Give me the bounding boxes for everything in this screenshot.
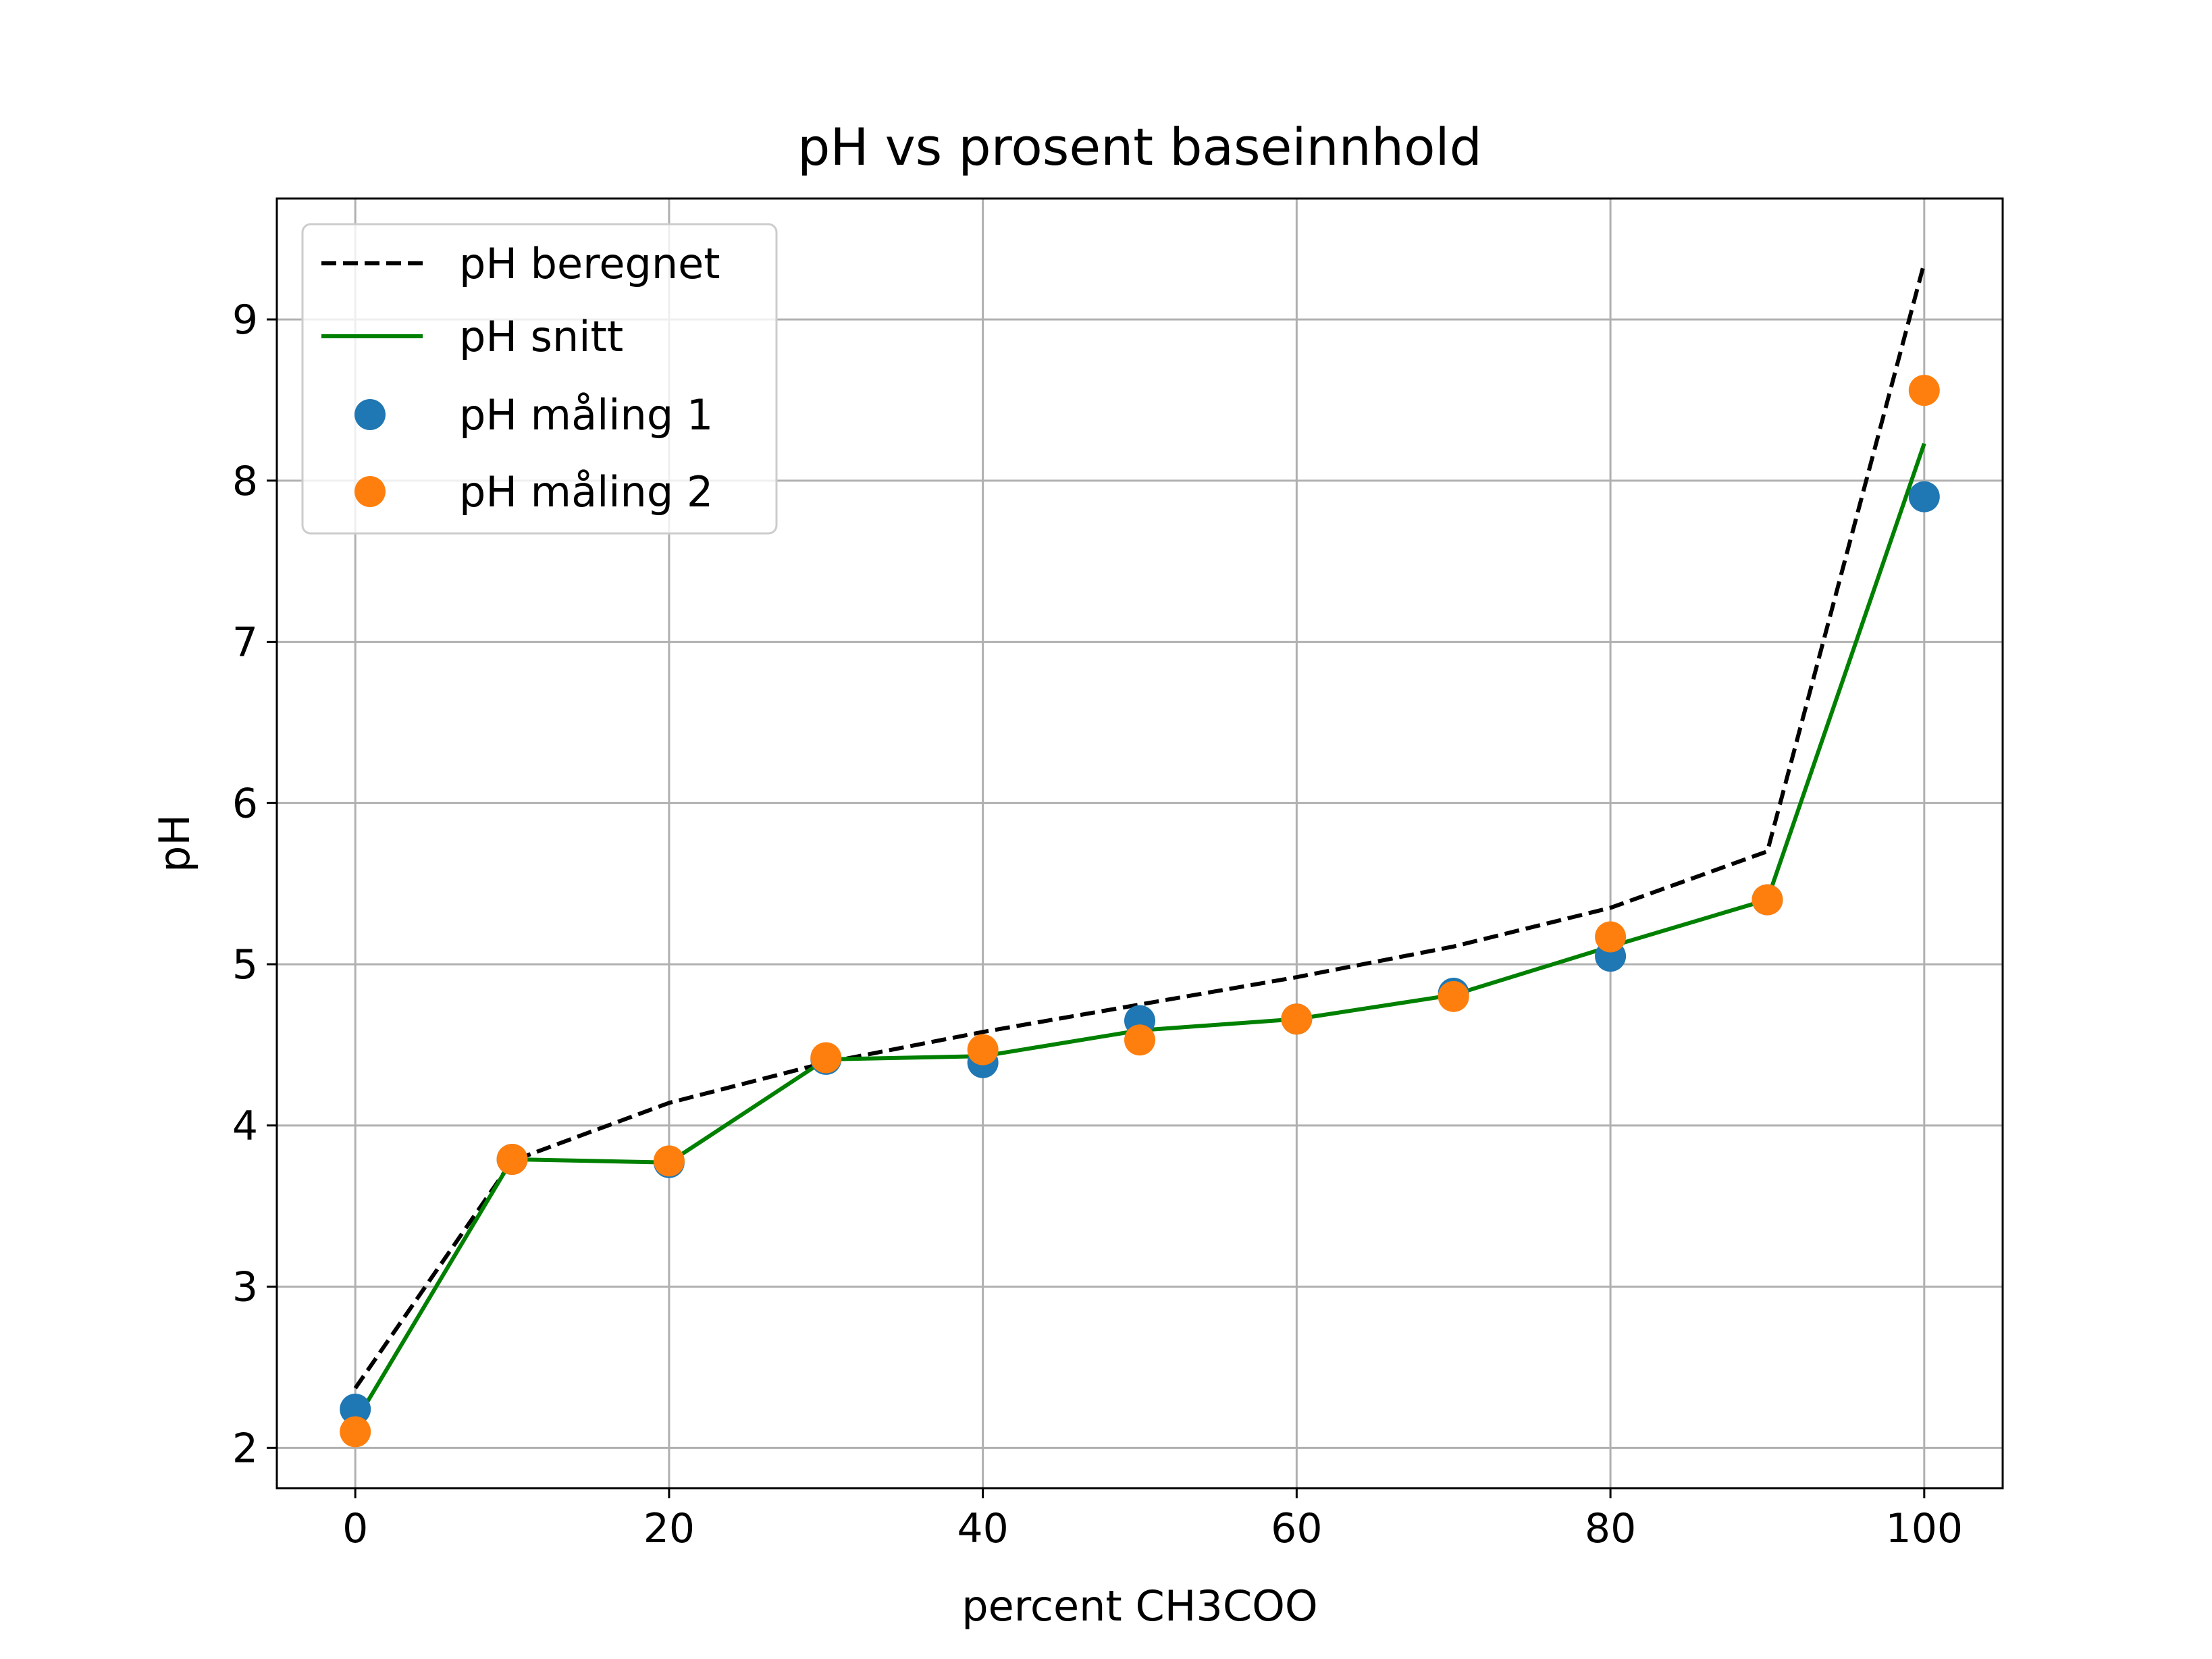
series-line-ph-beregnet [353, 262, 1926, 1390]
legend-label-beregnet: pH beregnet [459, 239, 720, 288]
legend: pH beregnet pH snitt pH måling 1 pH måli… [301, 223, 778, 535]
y-tick-label: 2 [232, 1425, 258, 1472]
y-tick-label: 6 [232, 780, 258, 827]
legend-label-maling-1: pH måling 1 [459, 390, 713, 440]
legend-label-snitt: pH snitt [459, 312, 623, 361]
legend-label-maling-2: pH måling 2 [459, 467, 713, 517]
chart-title: pH vs prosent baseinnhold [797, 117, 1482, 177]
data-point [1281, 1003, 1313, 1035]
x-tick-label: 60 [1271, 1505, 1322, 1552]
y-axis-label: pH [150, 814, 199, 872]
x-tick-label: 20 [643, 1505, 695, 1552]
x-tick-label: 40 [957, 1505, 1008, 1552]
data-point [1908, 375, 1940, 406]
legend-swatch-maling-1 [354, 399, 386, 430]
legend-swatch-maling-2 [354, 476, 386, 507]
ticks: 0 20 40 60 80 100 2 3 4 5 6 7 8 9 [232, 296, 1963, 1552]
data-point [1124, 1024, 1155, 1056]
data-point [496, 1143, 528, 1175]
data-point [340, 1394, 371, 1425]
plot-frame [275, 197, 2004, 1490]
data-point [810, 1042, 842, 1074]
legend-box [301, 223, 778, 535]
data-point [1438, 980, 1469, 1012]
data-point [1595, 921, 1627, 953]
x-tick-label: 100 [1886, 1505, 1964, 1552]
y-tick-label: 8 [232, 458, 258, 505]
y-tick-label: 3 [232, 1264, 258, 1311]
data-point [653, 1145, 685, 1177]
y-tick-label: 5 [232, 941, 258, 989]
x-tick-label: 0 [342, 1505, 368, 1552]
x-tick-label: 80 [1585, 1505, 1636, 1552]
data-point [967, 1034, 999, 1065]
y-tick-label: 9 [232, 296, 258, 344]
x-axis-label: percent CH3COO [962, 1581, 1317, 1631]
data-point [1908, 481, 1940, 512]
y-tick-label: 7 [232, 619, 258, 666]
series-layer [340, 262, 1940, 1448]
y-tick-label: 4 [232, 1103, 258, 1150]
data-point [340, 1416, 371, 1448]
data-point [1752, 884, 1783, 916]
